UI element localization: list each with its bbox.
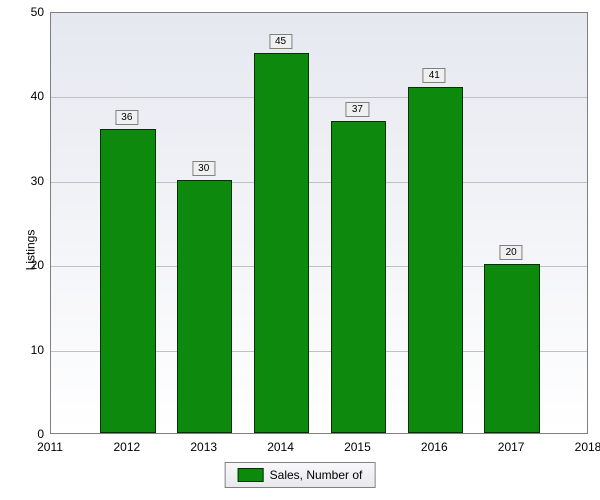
- legend-label: Sales, Number of: [270, 468, 363, 482]
- x-tick-label: 2011: [37, 440, 63, 454]
- y-tick-label: 20: [31, 258, 44, 272]
- y-tick-label: 10: [31, 343, 44, 357]
- legend-swatch: [238, 468, 264, 482]
- x-tick-label: 2015: [344, 440, 371, 454]
- x-tick-label: 2017: [498, 440, 525, 454]
- x-tick-label: 2013: [190, 440, 217, 454]
- bar-value-label: 45: [269, 34, 292, 49]
- bar-value-label: 30: [192, 161, 215, 176]
- chart-plot-area: [50, 12, 588, 434]
- bar-value-label: 41: [423, 68, 446, 83]
- y-tick-label: 40: [31, 89, 44, 103]
- bar: [408, 87, 463, 433]
- bar-value-label: 36: [115, 110, 138, 125]
- x-tick-label: 2012: [113, 440, 140, 454]
- bar: [331, 121, 386, 433]
- y-tick-label: 30: [31, 174, 44, 188]
- grid-line: [51, 97, 587, 98]
- bar: [254, 53, 309, 433]
- x-tick-label: 2016: [421, 440, 448, 454]
- bar-value-label: 37: [346, 102, 369, 117]
- bar: [177, 180, 232, 433]
- bar-value-label: 20: [500, 245, 523, 260]
- bar: [100, 129, 155, 433]
- x-tick-label: 2018: [575, 440, 600, 454]
- chart-legend: Sales, Number of: [225, 462, 376, 488]
- x-tick-label: 2014: [267, 440, 294, 454]
- bar: [484, 264, 539, 433]
- y-tick-label: 50: [31, 5, 44, 19]
- y-tick-label: 0: [37, 427, 44, 441]
